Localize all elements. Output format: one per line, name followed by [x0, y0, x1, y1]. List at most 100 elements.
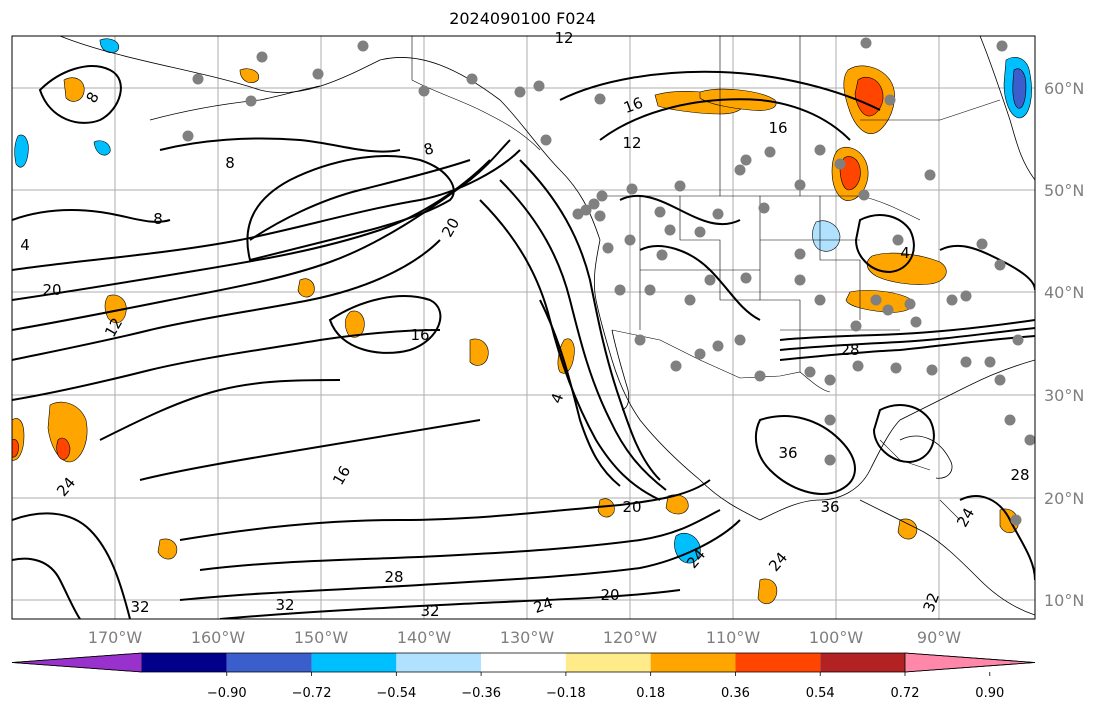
contour-label: 8 — [153, 210, 163, 228]
shade-orange-blob — [344, 310, 365, 338]
colorbar-tick-label: 0.72 — [891, 686, 920, 701]
contour-line — [99, 379, 341, 441]
contour-label: 28 — [1010, 466, 1029, 484]
contour-line — [499, 179, 667, 491]
station-marker — [926, 364, 938, 376]
colorbar-segment — [142, 653, 227, 672]
contour-label: 16 — [410, 326, 429, 344]
contour-label: 20 — [42, 281, 61, 299]
contour-line — [139, 419, 481, 481]
station-marker — [758, 202, 770, 214]
contour-line — [246, 155, 455, 262]
longitude-tick-label: 150°W — [294, 628, 349, 647]
longitude-tick-label: 170°W — [88, 628, 143, 647]
colorbar-tick-label: −0.72 — [292, 686, 332, 701]
station-marker — [764, 146, 776, 158]
station-marker — [572, 208, 584, 220]
contour-line — [219, 589, 681, 619]
latitude-tick-label: 10°N — [1044, 591, 1084, 610]
contour-label: 20 — [622, 498, 641, 516]
coastline-yucatan — [899, 435, 953, 479]
colorbar-segment — [650, 653, 736, 672]
station-marker — [712, 208, 724, 220]
colorbar-tick-labels: −0.90 −0.72 −0.54 −0.36 −0.18 0.18 0.36 0.54 0.7… — [207, 672, 1004, 701]
station-marker — [960, 356, 972, 368]
contour-label: 16 — [768, 119, 787, 137]
station-marker — [654, 206, 666, 218]
latitude-tick-label: 40°N — [1044, 283, 1084, 302]
station-marker — [602, 242, 614, 254]
border-states-3 — [759, 196, 801, 372]
station-marker — [656, 249, 668, 261]
border-us-mexico — [611, 329, 831, 393]
station-marker — [192, 73, 204, 85]
longitude-tick-label: 110°W — [706, 628, 761, 647]
contour-label: 36 — [820, 498, 839, 516]
station-marker — [694, 348, 706, 360]
station-marker — [712, 340, 724, 352]
contour-label: 32 — [130, 598, 149, 616]
shade-orange-blob — [63, 77, 85, 102]
contour-line — [959, 495, 1035, 581]
political-borders — [411, 36, 1001, 521]
contour-label: 28 — [840, 341, 859, 359]
colorbar-segment — [396, 653, 482, 672]
colorbar-tick-label: −0.90 — [207, 686, 247, 701]
contour-label: 8 — [225, 154, 235, 172]
coastline-west-coast — [593, 239, 761, 521]
contour-line — [12, 139, 511, 331]
colorbar-tick-label: 0.54 — [806, 686, 835, 701]
contour-lines — [12, 65, 1035, 619]
station-marker — [804, 366, 816, 378]
shade-blue-blob — [93, 140, 111, 156]
station-marker — [850, 320, 862, 332]
contour-line — [779, 319, 1035, 341]
station-marker — [466, 73, 478, 85]
coastline-alaska — [59, 36, 601, 241]
coastline-central-america — [859, 499, 1035, 616]
contour-line — [779, 335, 1035, 361]
station-marker — [594, 210, 606, 222]
longitude-tick-label: 160°W — [191, 628, 246, 647]
station-marker — [740, 272, 752, 284]
station-marker — [670, 360, 682, 372]
station-marker — [533, 80, 545, 92]
station-marker — [824, 414, 836, 426]
station-marker — [794, 179, 806, 191]
contour-label: 32 — [920, 590, 943, 614]
station-marker — [824, 374, 836, 386]
colorbar-tick-label: −0.54 — [376, 686, 416, 701]
shade-orange-blob — [239, 68, 260, 83]
shade-blue-blob — [99, 38, 120, 53]
contour-line — [519, 159, 661, 481]
contour-line — [559, 70, 881, 111]
contour-line — [328, 295, 442, 354]
station-marker — [594, 93, 606, 105]
contour-line — [159, 137, 401, 153]
shade-blue-blob — [14, 134, 29, 168]
station-marker — [976, 238, 988, 250]
latitude-tick-label: 50°N — [1044, 181, 1084, 200]
colorbar-segment — [311, 653, 397, 672]
station-marker — [814, 144, 826, 156]
map-frame — [11, 35, 1036, 620]
longitude-tick-label: 100°W — [809, 628, 864, 647]
station-marker — [614, 284, 626, 296]
contour-line — [179, 519, 741, 601]
shade-orange-blob — [597, 498, 615, 518]
coastline-hudson — [979, 36, 1035, 181]
colorbar-extend-high — [904, 652, 1036, 673]
contour-line — [754, 415, 856, 495]
shade-orange-blob — [897, 518, 918, 540]
contour-line — [12, 209, 171, 223]
latitude-tick-label: 20°N — [1044, 489, 1084, 508]
contour-line — [12, 512, 131, 619]
contour-line — [619, 194, 741, 226]
station-marker — [734, 334, 746, 346]
station-marker — [882, 304, 894, 316]
station-marker — [890, 362, 902, 374]
station-marker — [684, 294, 696, 306]
contour-label: 8 — [422, 139, 436, 159]
